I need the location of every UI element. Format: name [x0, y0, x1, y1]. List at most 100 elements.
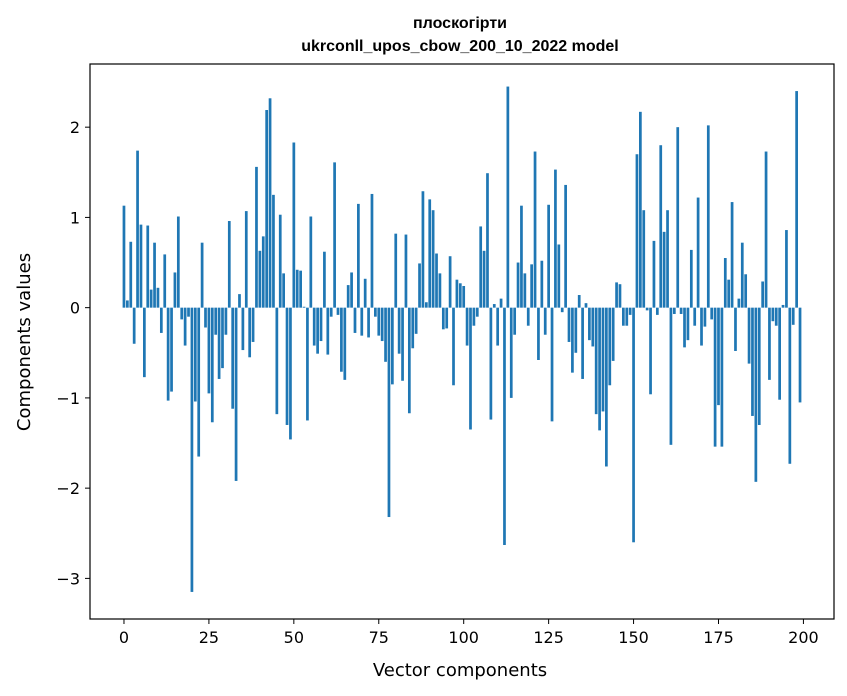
bar [248, 307, 252, 358]
y-axis-ticks: −3 −2 −1 0 1 2 [56, 118, 90, 588]
bar [608, 307, 612, 386]
x-tick-label: 175 [703, 628, 734, 647]
bar [268, 98, 272, 308]
bar [159, 307, 163, 333]
bar [407, 307, 411, 414]
bar [187, 307, 190, 317]
x-tick-label: 50 [284, 628, 304, 647]
chart-title-line-1: плоскогірти [413, 15, 507, 32]
bar [618, 284, 622, 308]
bar [275, 307, 279, 415]
bar [241, 307, 245, 351]
bar [723, 258, 727, 308]
bar [438, 273, 442, 308]
bar [737, 298, 741, 308]
bar [588, 307, 591, 341]
bar [221, 307, 224, 369]
bar [530, 264, 533, 308]
bar [258, 250, 262, 308]
bar [795, 91, 798, 308]
bar [679, 307, 683, 314]
bar [744, 274, 748, 308]
bar [278, 214, 282, 308]
bar [622, 307, 625, 326]
bar [353, 307, 357, 333]
bar [458, 283, 462, 308]
bar [717, 307, 720, 406]
bar [696, 197, 700, 308]
bar [655, 307, 659, 315]
bar [686, 307, 690, 341]
y-tick-label: −1 [56, 389, 80, 408]
bar [540, 260, 544, 308]
bar [136, 150, 139, 308]
bar [424, 302, 428, 308]
bar [306, 307, 309, 421]
bar [503, 307, 506, 545]
bar [149, 289, 153, 308]
bar [649, 307, 652, 395]
bar [143, 307, 146, 378]
bar [418, 263, 421, 308]
bar [363, 278, 367, 308]
bar [299, 270, 302, 308]
bar [265, 110, 269, 308]
bar [316, 307, 319, 354]
x-tick-label: 25 [199, 628, 219, 647]
bar [628, 307, 632, 315]
bar [683, 307, 686, 348]
bar [224, 307, 228, 335]
bar [771, 307, 775, 322]
bar [506, 86, 510, 308]
bar [255, 166, 258, 308]
bar [611, 307, 615, 361]
bar [156, 287, 160, 308]
bar [598, 307, 601, 431]
bar [129, 241, 133, 308]
bar [336, 307, 340, 315]
bar [486, 173, 489, 308]
bar [489, 307, 493, 420]
bar [740, 242, 744, 308]
bar [639, 111, 642, 308]
bar [452, 307, 455, 386]
bar [571, 307, 574, 373]
bar [499, 298, 503, 308]
x-tick-label: 100 [448, 628, 479, 647]
bar [676, 127, 680, 308]
bar [234, 307, 238, 481]
bar [180, 307, 184, 320]
bar [652, 240, 656, 308]
bar [132, 307, 136, 344]
bar [479, 226, 483, 308]
bar [703, 307, 707, 327]
bar [421, 191, 425, 308]
bar [374, 307, 377, 317]
bar [139, 224, 143, 308]
bar [496, 307, 500, 346]
bar [350, 272, 353, 308]
bar [122, 205, 126, 308]
bar [387, 307, 391, 518]
bar [323, 251, 326, 308]
bar [747, 307, 751, 364]
bar [615, 282, 618, 308]
bar [302, 306, 306, 308]
bar [513, 307, 517, 335]
bar [662, 231, 666, 308]
bar [153, 242, 156, 308]
y-tick-label: 1 [70, 208, 80, 227]
bar [391, 307, 394, 385]
bar [190, 307, 194, 592]
bar [146, 225, 150, 308]
bar [367, 307, 370, 338]
bar [272, 194, 275, 308]
bar [785, 230, 788, 308]
bar [380, 307, 384, 342]
bar [217, 307, 221, 379]
bar [394, 233, 398, 308]
bar [435, 253, 438, 308]
bar [431, 210, 435, 308]
bar [340, 307, 343, 372]
